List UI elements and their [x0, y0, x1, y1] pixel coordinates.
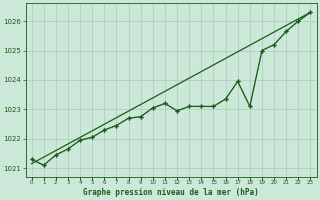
X-axis label: Graphe pression niveau de la mer (hPa): Graphe pression niveau de la mer (hPa): [83, 188, 259, 197]
